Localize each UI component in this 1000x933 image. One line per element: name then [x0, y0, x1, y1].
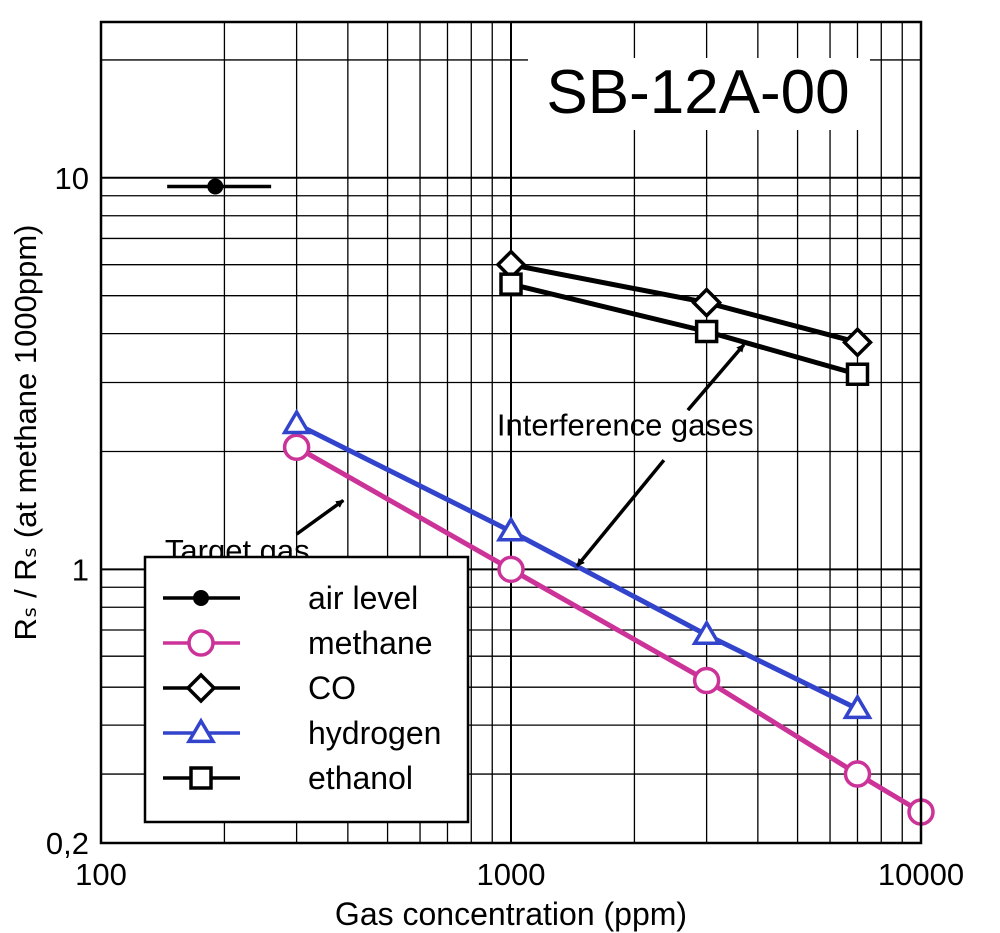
- legend-label: hydrogen: [308, 715, 441, 751]
- series-co: [495, 249, 873, 358]
- series-layer: [167, 178, 935, 826]
- legend-label: air level: [308, 580, 418, 616]
- legend-entry: CO: [163, 670, 356, 706]
- annotation-arrow: [575, 459, 666, 568]
- series-line: [295, 421, 859, 712]
- data-point-circle: [692, 666, 721, 695]
- data-point-diamond: [842, 326, 873, 358]
- plot-frame: [99, 20, 923, 845]
- y-tick-label: 10: [55, 161, 89, 196]
- y-axis-label: Rₛ / Rₛ (at methane 1000ppm): [8, 225, 43, 641]
- data-point-square: [499, 272, 523, 296]
- legend-entry: methane: [163, 625, 433, 661]
- legend-label: methane: [308, 625, 433, 661]
- legend-entry: ethanol: [163, 760, 413, 796]
- tick-labels: 100 1000 10000 0,2 1 10: [46, 161, 964, 892]
- data-point-dot: [207, 178, 224, 195]
- legend-entry: hydrogen: [163, 715, 441, 751]
- data-point-triangle: [185, 717, 217, 744]
- series-air-level: [167, 178, 272, 195]
- annotation-label: Interference gases: [497, 407, 754, 442]
- legend: air level methane CO hydrogen ethanol: [143, 555, 470, 824]
- data-point-circle: [187, 629, 215, 657]
- annotation-arrow: [295, 498, 345, 536]
- data-point-triangle: [691, 619, 722, 646]
- series-ethanol: [499, 272, 870, 386]
- legend-label: CO: [308, 670, 356, 706]
- data-point-square: [845, 362, 870, 386]
- data-point-triangle: [281, 408, 312, 435]
- data-point-triangle: [842, 693, 873, 720]
- x-tick-label: 10000: [878, 857, 964, 892]
- series-methane: [282, 433, 935, 826]
- annotation: Interference gases: [497, 343, 754, 568]
- series-hydrogen: [281, 408, 873, 720]
- y-tick-label: 0,2: [46, 826, 89, 861]
- x-tick-label: 1000: [477, 857, 546, 892]
- title-background: [528, 58, 870, 130]
- data-point-diamond: [691, 287, 723, 319]
- data-point-dot: [193, 590, 209, 606]
- data-point-circle: [282, 433, 311, 462]
- chart-title: SB-12A-00: [546, 58, 849, 127]
- data-point-circle: [497, 555, 525, 584]
- data-point-diamond: [185, 672, 217, 704]
- x-tick-label: 100: [75, 857, 127, 892]
- data-point-triangle: [495, 515, 527, 542]
- series-line: [510, 262, 859, 345]
- legend-entry: air level: [163, 580, 418, 616]
- legend-label: ethanol: [308, 760, 413, 796]
- annotation-arrow: [686, 343, 746, 412]
- y-tick-label: 1: [72, 552, 89, 587]
- x-axis-label: Gas concentration (ppm): [335, 896, 687, 932]
- data-point-circle: [843, 760, 872, 788]
- data-point-square: [189, 766, 213, 790]
- data-point-square: [694, 319, 719, 344]
